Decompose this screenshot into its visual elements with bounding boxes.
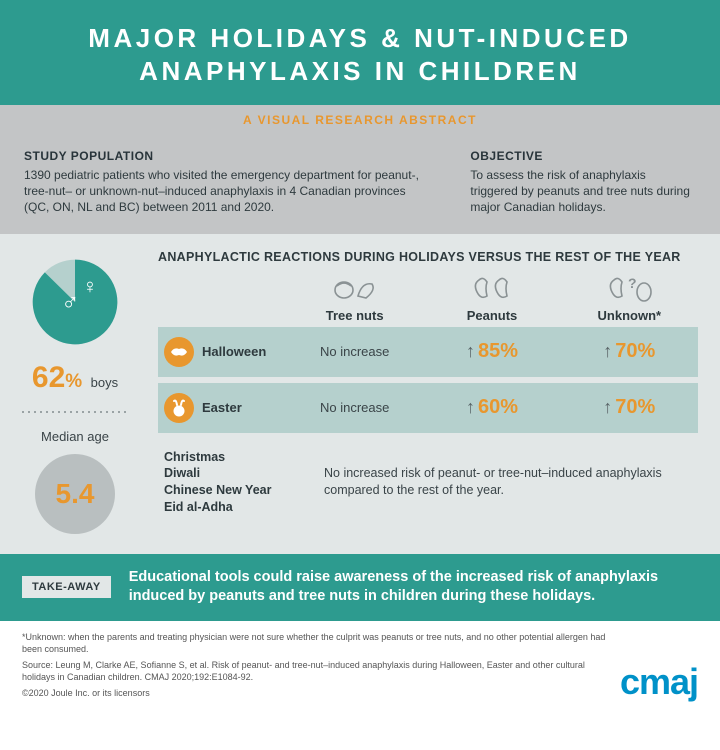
easter-peanuts: ↑60% bbox=[423, 396, 560, 419]
takeaway-label: TAKE-AWAY bbox=[22, 576, 111, 598]
study-population: STUDY POPULATION 1390 pediatric patients… bbox=[0, 135, 446, 234]
median-age-circle: 5.4 bbox=[35, 454, 115, 534]
boys-stat: 62% boys bbox=[12, 361, 138, 395]
divider-dots bbox=[20, 409, 130, 415]
col-label-peanuts: Peanuts bbox=[423, 308, 560, 323]
infographic-root: MAJOR HOLIDAYS & NUT-INDUCED ANAPHYLAXIS… bbox=[0, 0, 720, 717]
peanut-icon bbox=[423, 274, 560, 304]
unknown-icon: ? bbox=[561, 274, 698, 304]
left-stats: ♂ ♀ 62% boys Median age 5.4 bbox=[0, 234, 150, 554]
row-easter: Easter No increase ↑60% ↑70% bbox=[158, 383, 698, 433]
svg-text:?: ? bbox=[628, 275, 637, 291]
footnotes: *Unknown: when the parents and treating … bbox=[22, 631, 606, 704]
boys-label: boys bbox=[91, 375, 118, 390]
footnote-copyright: ©2020 Joule Inc. or its licensors bbox=[22, 687, 606, 699]
treenut-icon bbox=[286, 274, 423, 304]
main-panel: ♂ ♀ 62% boys Median age 5.4 ANAPHYLACTIC… bbox=[0, 234, 720, 554]
easter-icon bbox=[164, 393, 194, 423]
table-panel: ANAPHYLACTIC REACTIONS DURING HOLIDAYS V… bbox=[150, 234, 720, 554]
subtitle-bar: A VISUAL RESEARCH ABSTRACT bbox=[0, 105, 720, 135]
cmaj-logo: cmaj bbox=[620, 661, 698, 703]
row-halloween: Halloween No increase ↑85% ↑70% bbox=[158, 327, 698, 377]
study-pop-label: STUDY POPULATION bbox=[24, 149, 422, 163]
title: MAJOR HOLIDAYS & NUT-INDUCED ANAPHYLAXIS… bbox=[30, 22, 690, 87]
table-title: ANAPHYLACTIC REACTIONS DURING HOLIDAYS V… bbox=[158, 250, 698, 264]
footnote-source: Source: Leung M, Clarke AE, Sofianne S, … bbox=[22, 659, 606, 683]
col-label-unknown: Unknown* bbox=[561, 308, 698, 323]
header: MAJOR HOLIDAYS & NUT-INDUCED ANAPHYLAXIS… bbox=[0, 0, 720, 105]
takeaway-bar: TAKE-AWAY Educational tools could raise … bbox=[0, 554, 720, 621]
footer: *Unknown: when the parents and treating … bbox=[0, 621, 720, 718]
svg-text:♀: ♀ bbox=[82, 275, 97, 297]
other-holidays-list: Christmas Diwali Chinese New Year Eid al… bbox=[164, 449, 314, 517]
title-line2: ANAPHYLAXIS IN CHILDREN bbox=[139, 56, 581, 86]
objective: OBJECTIVE To assess the risk of anaphyla… bbox=[446, 135, 720, 234]
holiday-label-easter: Easter bbox=[202, 400, 242, 415]
subtitle: A VISUAL RESEARCH ABSTRACT bbox=[243, 113, 477, 127]
col-label-treenuts: Tree nuts bbox=[286, 308, 423, 323]
footnote-unknown: *Unknown: when the parents and treating … bbox=[22, 631, 606, 655]
study-row: STUDY POPULATION 1390 pediatric patients… bbox=[0, 135, 720, 234]
objective-text: To assess the risk of anaphylaxis trigge… bbox=[470, 167, 696, 216]
takeaway-text: Educational tools could raise awareness … bbox=[129, 568, 698, 607]
title-line1: MAJOR HOLIDAYS & NUT-INDUCED bbox=[88, 23, 631, 53]
median-age-label: Median age bbox=[12, 429, 138, 444]
halloween-treenuts: No increase bbox=[286, 344, 423, 359]
svg-text:♂: ♂ bbox=[61, 288, 79, 315]
other-holidays-row: Christmas Diwali Chinese New Year Eid al… bbox=[158, 439, 698, 523]
easter-unknown: ↑70% bbox=[561, 396, 698, 419]
halloween-peanuts: ↑85% bbox=[423, 340, 560, 363]
col-treenuts: Tree nuts bbox=[286, 274, 423, 323]
halloween-icon bbox=[164, 337, 194, 367]
column-header-row: Tree nuts Peanuts ? Unknown* bbox=[158, 274, 698, 323]
other-holidays-text: No increased risk of peanut- or tree-nut… bbox=[314, 465, 692, 499]
halloween-unknown: ↑70% bbox=[561, 340, 698, 363]
col-unknown: ? Unknown* bbox=[561, 274, 698, 323]
study-pop-text: 1390 pediatric patients who visited the … bbox=[24, 167, 422, 216]
gender-pie-chart: ♂ ♀ bbox=[29, 256, 121, 348]
median-age-value: 5.4 bbox=[56, 478, 95, 510]
objective-label: OBJECTIVE bbox=[470, 149, 696, 163]
holiday-label-halloween: Halloween bbox=[202, 344, 266, 359]
col-peanuts: Peanuts bbox=[423, 274, 560, 323]
easter-treenuts: No increase bbox=[286, 400, 423, 415]
boys-pct: 62% bbox=[32, 361, 82, 395]
